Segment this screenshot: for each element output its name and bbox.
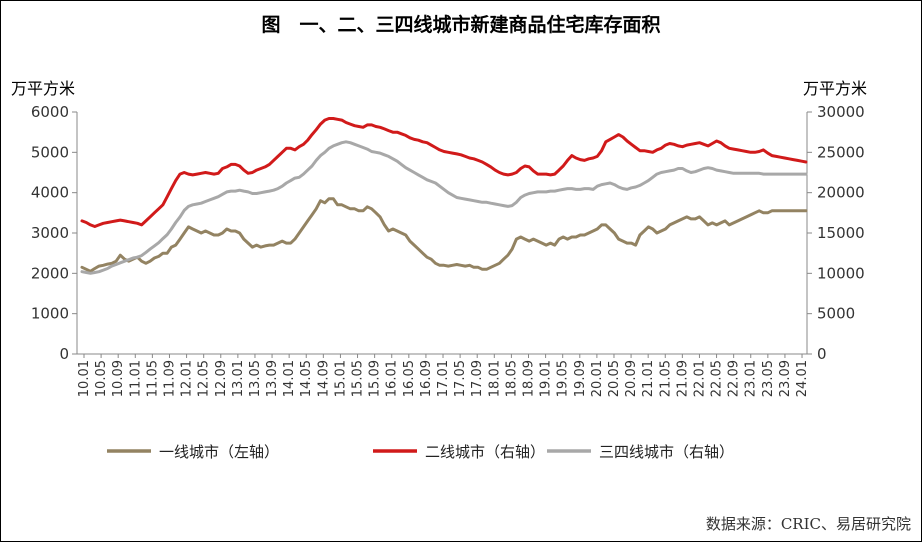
- series-line-first-tier-cities: [80, 197, 808, 273]
- x-tick-label: 20.05: [607, 360, 622, 397]
- x-tick-label: 10.05: [94, 360, 109, 397]
- left-tick-label: 5000: [31, 143, 69, 161]
- left-axis-ticks: 0 1000 2000 3000 4000 5000 6000: [31, 103, 77, 363]
- x-tick-label: 18.01: [487, 360, 502, 397]
- left-axis-unit: 万平方米: [11, 79, 75, 98]
- left-tick-label: 3000: [31, 224, 69, 242]
- x-tick-label: 14.01: [282, 360, 297, 397]
- x-tick-label: 15.01: [333, 360, 348, 397]
- left-tick-label: 1000: [31, 305, 69, 323]
- x-tick-label: 23.09: [778, 360, 793, 397]
- x-tick-label: 17.05: [453, 360, 468, 397]
- x-tick-label: 15.09: [368, 360, 383, 397]
- left-tick-label: 6000: [31, 103, 69, 121]
- x-tick-label: 22.01: [692, 360, 707, 397]
- x-tick-label: 17.01: [436, 360, 451, 397]
- legend-label: 三四线城市（右轴）: [599, 443, 734, 461]
- left-tick-label: 4000: [31, 184, 69, 202]
- x-tick-label: 16.01: [385, 360, 400, 397]
- right-tick-label: 5000: [817, 305, 855, 323]
- x-tick-label: 10.09: [111, 360, 126, 397]
- series-line-second-tier-cities: [80, 117, 808, 228]
- x-tick-label: 14.09: [316, 360, 331, 397]
- x-tick-label: 20.09: [624, 360, 639, 397]
- right-tick-label: 25000: [817, 143, 865, 161]
- x-tick-label: 22.09: [727, 360, 742, 397]
- right-axis-ticks: 0 5000 10000 15000 20000 25000 30000: [807, 103, 865, 363]
- x-tick-label: 21.09: [675, 360, 690, 397]
- x-tick-label: 21.05: [658, 360, 673, 397]
- x-tick-label: 13.09: [265, 360, 280, 397]
- x-tick-label: 16.05: [402, 360, 417, 397]
- left-tick-label: 0: [59, 345, 69, 363]
- x-tick-label: 23.01: [744, 360, 759, 397]
- x-tick-label: 13.05: [248, 360, 263, 397]
- right-tick-label: 10000: [817, 264, 865, 282]
- x-tick-label: 12.09: [214, 360, 229, 397]
- x-tick-label: 19.05: [556, 360, 571, 397]
- x-tick-label: 11.01: [128, 360, 143, 397]
- x-tick-label: 24.01: [795, 360, 810, 397]
- right-tick-label: 20000: [817, 184, 865, 202]
- x-tick-label: 20.01: [590, 360, 605, 397]
- series-line-third-and-fourth-tier-cities: [80, 140, 808, 275]
- x-tick-label: 14.05: [299, 360, 314, 397]
- x-tick-label: 19.09: [573, 360, 588, 397]
- x-tick-label: 16.09: [419, 360, 434, 397]
- right-tick-label: 0: [817, 345, 827, 363]
- x-tick-label: 18.05: [504, 360, 519, 397]
- x-tick-label: 11.09: [162, 360, 177, 397]
- x-tick-label: 12.05: [197, 360, 212, 397]
- x-tick-label: 12.01: [180, 360, 195, 397]
- left-tick-label: 2000: [31, 264, 69, 282]
- x-tick-label: 15.05: [351, 360, 366, 397]
- x-tick-label: 10.01: [77, 360, 92, 397]
- x-tick-label: 21.01: [641, 360, 656, 397]
- x-tick-label: 18.09: [521, 360, 536, 397]
- x-axis-ticks: 10.01 10.05 10.09 11.01 11.05 11.09 12.01 12.05…: [77, 354, 810, 397]
- x-tick-label: 13.01: [231, 360, 246, 397]
- x-tick-label: 22.05: [710, 360, 725, 397]
- x-tick-label: 19.01: [539, 360, 554, 397]
- series-lines: [80, 117, 808, 275]
- source-note: 数据来源：CRIC、易居研究院: [706, 515, 911, 533]
- legend: 一线城市（左轴） 二线城市（右轴） 三四线城市（右轴）: [107, 443, 734, 461]
- x-tick-label: 17.09: [470, 360, 485, 397]
- right-axis-unit: 万平方米: [803, 79, 867, 98]
- right-tick-label: 30000: [817, 103, 865, 121]
- right-tick-label: 15000: [817, 224, 865, 242]
- chart-title: 图 一、二、三四线城市新建商品住宅库存面积: [261, 13, 660, 36]
- legend-label: 二线城市（右轴）: [425, 443, 545, 461]
- x-tick-label: 11.05: [145, 360, 160, 397]
- x-tick-label: 23.05: [761, 360, 776, 397]
- legend-label: 一线城市（左轴）: [159, 443, 279, 461]
